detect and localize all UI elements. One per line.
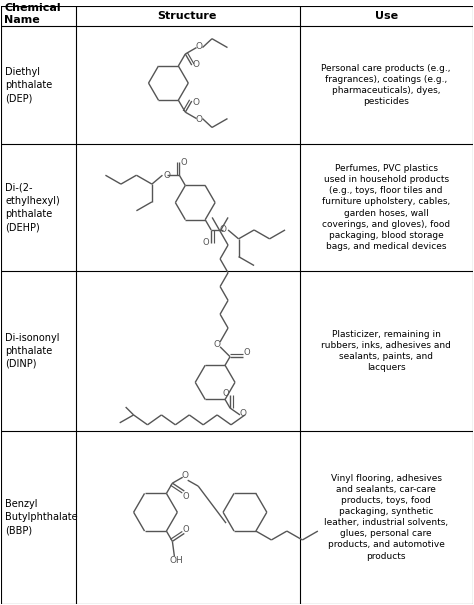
Text: O: O <box>181 471 188 480</box>
Text: O: O <box>223 388 229 397</box>
Text: Diethyl
phthalate
(DEP): Diethyl phthalate (DEP) <box>5 67 53 103</box>
Text: Plasticizer, remaining in
rubbers, inks, adhesives and
sealants, paints, and
lac: Plasticizer, remaining in rubbers, inks,… <box>321 330 451 372</box>
Text: Personal care products (e.g.,
fragrances), coatings (e.g.,
pharmaceuticals), dye: Personal care products (e.g., fragrances… <box>321 64 451 106</box>
Text: O: O <box>196 115 203 124</box>
Text: O: O <box>203 238 210 247</box>
Text: O: O <box>219 226 227 235</box>
Text: Di-(2-
ethylhexyl)
phthalate
(DEHP): Di-(2- ethylhexyl) phthalate (DEHP) <box>5 183 60 232</box>
Text: O: O <box>196 42 203 51</box>
Text: O: O <box>244 348 250 357</box>
Text: OH: OH <box>170 555 183 564</box>
Text: O: O <box>239 410 246 419</box>
Text: Vinyl flooring, adhesives
and sealants, car-care
products, toys, food
packaging,: Vinyl flooring, adhesives and sealants, … <box>324 474 448 561</box>
Text: Chemical
Name: Chemical Name <box>4 3 61 25</box>
Text: O: O <box>181 158 188 167</box>
Text: O: O <box>192 60 199 68</box>
Text: O: O <box>214 341 220 349</box>
Text: Di-isononyl
phthalate
(DINP): Di-isononyl phthalate (DINP) <box>5 333 60 369</box>
Text: Benzyl
Butylphthalate
(BBP): Benzyl Butylphthalate (BBP) <box>5 499 78 535</box>
Text: Structure: Structure <box>158 11 217 21</box>
Text: O: O <box>164 171 171 180</box>
Text: O: O <box>183 491 190 500</box>
Text: Perfumes, PVC plastics
used in household products
(e.g., toys, floor tiles and
f: Perfumes, PVC plastics used in household… <box>322 164 450 251</box>
Text: Use: Use <box>374 11 398 21</box>
Text: O: O <box>192 97 199 106</box>
Text: O: O <box>183 525 190 534</box>
